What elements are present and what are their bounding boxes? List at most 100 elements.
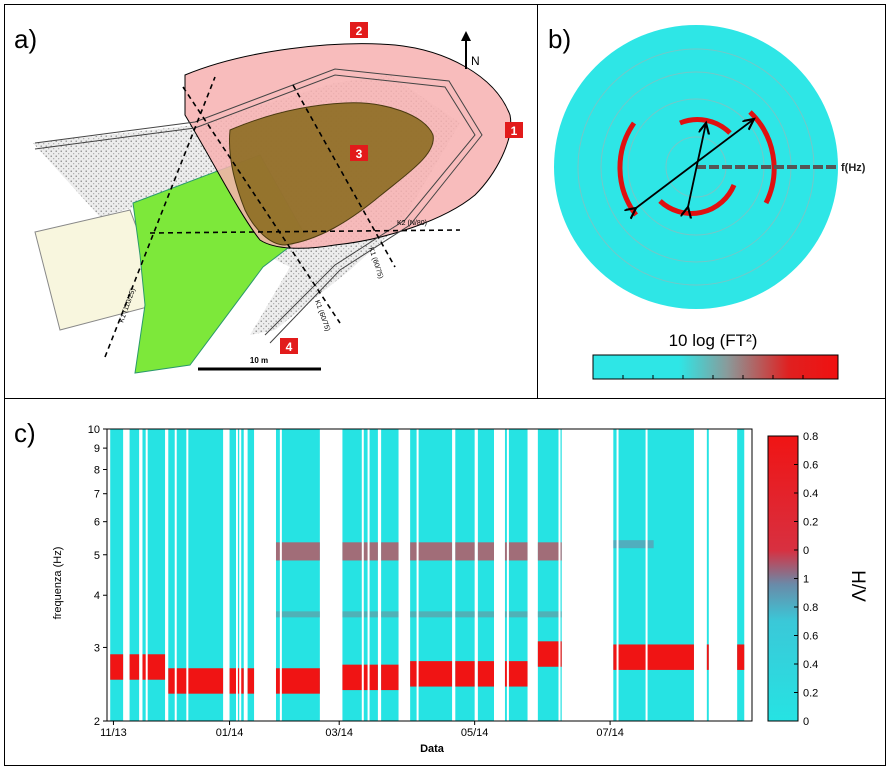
colorbar-tick-label: 1 bbox=[803, 574, 809, 586]
y-tick-label: 9 bbox=[94, 443, 100, 455]
colorbar-tick-label: 0.2 bbox=[803, 688, 818, 700]
data-gap bbox=[506, 429, 509, 721]
data-gap bbox=[239, 429, 242, 721]
data-segment bbox=[477, 429, 494, 721]
y-axis-label: frequenza (Hz) bbox=[52, 547, 64, 620]
tertiary-band bbox=[381, 611, 399, 618]
north-label: N bbox=[471, 54, 480, 68]
resonance-band bbox=[504, 661, 528, 687]
secondary-band bbox=[455, 542, 475, 561]
y-tick-label: 5 bbox=[94, 550, 100, 562]
panel-divider-vertical bbox=[537, 4, 538, 398]
secondary-band bbox=[275, 542, 320, 561]
frequency-axis-label: f(Hz) bbox=[841, 162, 866, 174]
plot-frame bbox=[106, 428, 753, 722]
figure-frame bbox=[4, 4, 886, 766]
panel-c-label: c) bbox=[14, 418, 36, 448]
tertiary-band bbox=[455, 611, 475, 618]
scale-bar-label: 10 m bbox=[250, 356, 268, 365]
colorbar-tick-label: 0.4 bbox=[803, 488, 818, 500]
resonance-band bbox=[168, 668, 224, 694]
resonance-band bbox=[247, 668, 255, 694]
panel-a-label: a) bbox=[14, 24, 38, 54]
data-segment bbox=[504, 429, 528, 721]
secondary-band bbox=[477, 542, 494, 561]
panel-b-label: b) bbox=[548, 24, 572, 54]
secondary-band bbox=[381, 542, 399, 561]
tertiary-band bbox=[504, 611, 528, 618]
arrow-short bbox=[688, 123, 706, 207]
data-gap bbox=[139, 429, 142, 721]
site-map: K2 (N/80) K1 (110/25) K1 (60/75) K1 (60/… bbox=[33, 22, 523, 374]
data-gap bbox=[616, 429, 619, 721]
colorbar-tick-label: 0.4 bbox=[803, 659, 818, 671]
x-tick-label: 05/14 bbox=[461, 727, 489, 739]
data-gap bbox=[645, 429, 648, 721]
colorbar-tick-label: 0 bbox=[803, 716, 809, 728]
colorbar-tick-label: 0.8 bbox=[803, 431, 818, 443]
y-tick-label: 2 bbox=[94, 716, 100, 728]
marker-4: 4 bbox=[280, 338, 298, 354]
data-segment bbox=[381, 429, 399, 721]
data-segment bbox=[537, 429, 562, 721]
svg-text:2: 2 bbox=[356, 24, 363, 38]
marker-1: 1 bbox=[505, 122, 523, 138]
brown-zone bbox=[228, 102, 434, 246]
data-segment bbox=[455, 429, 475, 721]
data-gap bbox=[279, 429, 282, 721]
panel-divider-horizontal bbox=[4, 398, 886, 399]
tertiary-band bbox=[410, 611, 453, 618]
tertiary-band bbox=[275, 611, 320, 618]
y-tick-label: 8 bbox=[94, 464, 100, 476]
colorbar-label-b: 10 log (FT²) bbox=[669, 331, 758, 350]
x-tick-label: 07/14 bbox=[596, 727, 624, 739]
tertiary-band bbox=[537, 611, 562, 618]
y-tick-label: 6 bbox=[94, 517, 100, 529]
colorbar-b bbox=[592, 354, 839, 380]
data-segment bbox=[247, 429, 255, 721]
colorbar-tick-label: 0.6 bbox=[803, 460, 818, 472]
tertiary-band bbox=[342, 611, 378, 618]
resonance-band bbox=[455, 661, 475, 687]
colorbar-tick-label: 0.6 bbox=[803, 631, 818, 643]
spectrum-disk: f(Hz) 10 log (FT²) bbox=[554, 25, 866, 380]
svg-text:1: 1 bbox=[511, 124, 518, 138]
section-label-k2: K2 (N/80) bbox=[397, 220, 427, 227]
data-segment bbox=[229, 429, 236, 721]
data-gap bbox=[186, 429, 189, 721]
colorbar-label-c: H/V bbox=[847, 570, 868, 602]
resonance-band bbox=[229, 668, 236, 694]
resonance-band bbox=[706, 644, 709, 670]
y-tick-label: 4 bbox=[94, 590, 100, 602]
marker-3: 3 bbox=[350, 145, 368, 161]
y-tick-label: 3 bbox=[94, 642, 100, 654]
data-segment bbox=[737, 429, 745, 721]
secondary-band bbox=[504, 542, 528, 561]
resonance-band bbox=[275, 668, 320, 694]
data-segment bbox=[142, 429, 166, 721]
svg-text:4: 4 bbox=[286, 340, 293, 354]
secondary-band bbox=[410, 542, 453, 561]
data-gap bbox=[174, 429, 177, 721]
resonance-band bbox=[537, 641, 562, 667]
svg-text:3: 3 bbox=[356, 147, 363, 161]
resonance-band bbox=[613, 644, 694, 670]
resonance-band bbox=[410, 661, 453, 687]
outer-red-arc-right bbox=[748, 110, 777, 205]
colorbar-tick-label: 0.2 bbox=[803, 517, 818, 529]
secondary-band bbox=[342, 542, 378, 561]
x-tick-label: 03/14 bbox=[325, 727, 353, 739]
data-segment bbox=[706, 429, 709, 721]
north-arrow-icon bbox=[461, 31, 471, 69]
data-segment bbox=[129, 429, 140, 721]
faint-band bbox=[613, 540, 654, 549]
data-segment bbox=[613, 429, 694, 721]
section-lines bbox=[104, 76, 461, 358]
colorbar-tick-label: 0.8 bbox=[803, 602, 818, 614]
marker-2: 2 bbox=[350, 22, 368, 38]
y-tick-label: 10 bbox=[88, 424, 100, 436]
section-label-k1-b: K1 (60/75) bbox=[367, 246, 384, 279]
data-gap bbox=[145, 429, 148, 721]
y-tick-label: 7 bbox=[94, 489, 100, 501]
